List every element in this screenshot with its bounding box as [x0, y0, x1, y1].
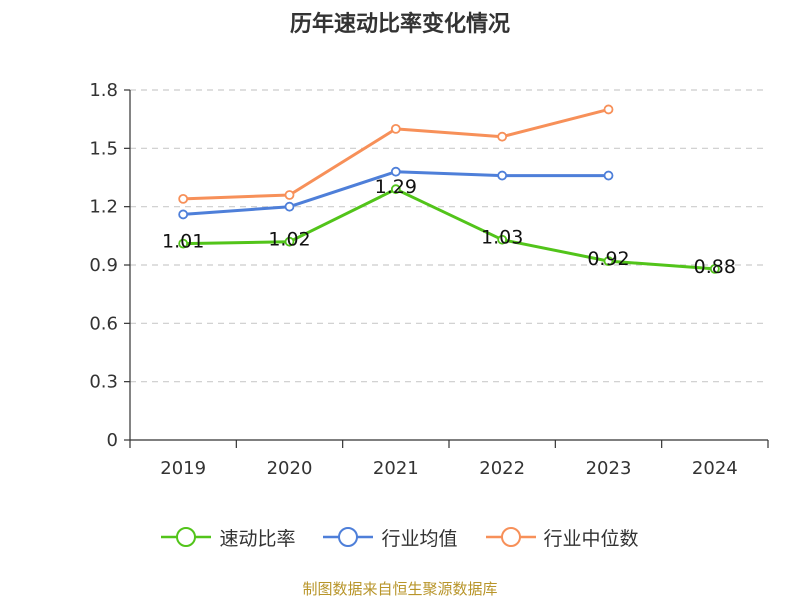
- data-labels: 1.01 1.02 1.29 1.03 0.92 0.88: [162, 176, 736, 278]
- series-2-point: [497, 131, 508, 142]
- legend-label: 行业均值: [381, 527, 458, 550]
- grid-lines: [130, 89, 768, 383]
- legend-label: 速动比率: [219, 527, 296, 550]
- series-0-point: [709, 263, 720, 274]
- legend-circle: [176, 527, 197, 547]
- legend-circle: [338, 527, 359, 547]
- legend-item-2[interactable]: 行业中位数: [485, 524, 639, 551]
- chart-title: 历年速动比率变化情况: [289, 12, 510, 37]
- series-0-point: [284, 236, 295, 247]
- y-tick-label: 0.9: [89, 255, 118, 276]
- legend-item-0[interactable]: 速动比率: [161, 524, 295, 551]
- data-label: 1.02: [268, 229, 310, 251]
- series-0-point: [603, 256, 614, 267]
- data-label: 0.88: [694, 256, 736, 278]
- series-1-point: [603, 170, 614, 181]
- series-0-point: [390, 184, 401, 195]
- y-tick-label: 1.2: [89, 197, 118, 218]
- series-line-0: [181, 187, 717, 271]
- legend-line-circle-icon: [161, 527, 212, 547]
- data-label: 1.01: [162, 231, 204, 253]
- series-0-point: [497, 234, 508, 245]
- series-0-point: [178, 238, 189, 249]
- series-1-point: [390, 166, 401, 177]
- x-tick-label: 2019: [160, 458, 206, 479]
- series-1-point: [284, 201, 295, 212]
- x-tick-label: 2020: [267, 458, 313, 479]
- legend-line-circle-icon: [485, 527, 536, 547]
- y-tick-label: 1.5: [89, 138, 118, 159]
- axes: 0 0.3 0.6 0.9 1.2 1.5 1.8 2019 2020 2021 2022 2023 2…: [89, 80, 769, 479]
- source-note: 制图数据来自恒生聚源数据库: [302, 580, 498, 598]
- legend: 速动比率 行业均值 行业中位数: [0, 520, 800, 554]
- legend-item-1[interactable]: 行业均值: [323, 524, 458, 551]
- series-2-point: [178, 193, 189, 204]
- series-2-point: [603, 104, 614, 115]
- data-label: 0.92: [587, 248, 629, 270]
- data-label: 1.03: [481, 227, 523, 249]
- series-lines: [178, 104, 720, 274]
- y-tick-label: 0.3: [89, 372, 118, 393]
- x-tick-label: 2022: [479, 458, 525, 479]
- series-1-point: [497, 170, 508, 181]
- series-2-point: [284, 190, 295, 200]
- y-tick-label: 0: [107, 430, 118, 451]
- y-tick-label: 1.8: [89, 80, 118, 101]
- x-tick-label: 2023: [586, 458, 632, 479]
- y-tick-label: 0.6: [89, 313, 118, 334]
- x-tick-label: 2024: [692, 458, 738, 479]
- series-1-point: [178, 209, 189, 220]
- series-2-point: [390, 123, 401, 134]
- x-tick-label: 2021: [373, 458, 419, 479]
- chart-plot-area: 0 0.3 0.6 0.9 1.2 1.5 1.8 2019 2020 2021 2022 2023 2…: [89, 80, 769, 479]
- data-label: 1.29: [375, 176, 417, 198]
- legend-line-circle-icon: [323, 527, 374, 547]
- legend-label: 行业中位数: [543, 527, 639, 550]
- legend-circle: [500, 527, 521, 547]
